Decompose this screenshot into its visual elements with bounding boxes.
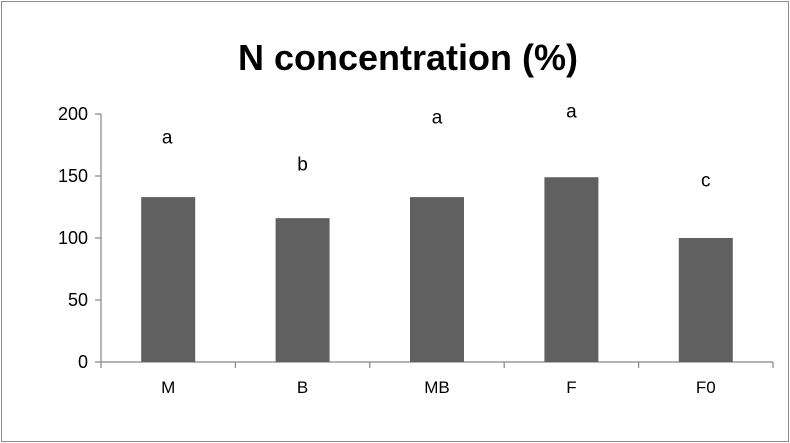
significance-label: a — [162, 127, 173, 148]
y-tick-label: 50 — [68, 290, 88, 310]
bar-b — [275, 218, 330, 362]
bar-f0 — [678, 238, 733, 362]
y-tick-labels: 0 50 100 150 200 — [58, 104, 88, 372]
y-tick-marks — [95, 113, 101, 363]
x-tick-label: F0 — [696, 378, 716, 397]
chart-title: N concentration (%) — [238, 37, 578, 78]
y-tick-label: 200 — [58, 104, 88, 124]
y-tick-label: 100 — [58, 228, 88, 248]
bar-m — [141, 197, 196, 362]
bar-mb — [410, 197, 464, 362]
y-tick-label: 0 — [78, 352, 88, 372]
bar-f — [544, 177, 599, 362]
significance-labels: a b a a c — [162, 101, 711, 191]
significance-label: c — [701, 171, 711, 192]
x-tick-label: B — [297, 378, 308, 397]
x-tick-marks — [100, 362, 774, 368]
x-tick-label: M — [161, 378, 175, 397]
category-labels: M B MB F F0 — [161, 378, 716, 397]
y-tick-label: 150 — [58, 166, 88, 186]
significance-label: a — [432, 107, 443, 128]
significance-label: a — [566, 101, 577, 122]
significance-label: b — [297, 155, 308, 176]
bars — [141, 177, 733, 362]
x-tick-label: F — [566, 378, 576, 397]
x-tick-label: MB — [424, 378, 450, 397]
